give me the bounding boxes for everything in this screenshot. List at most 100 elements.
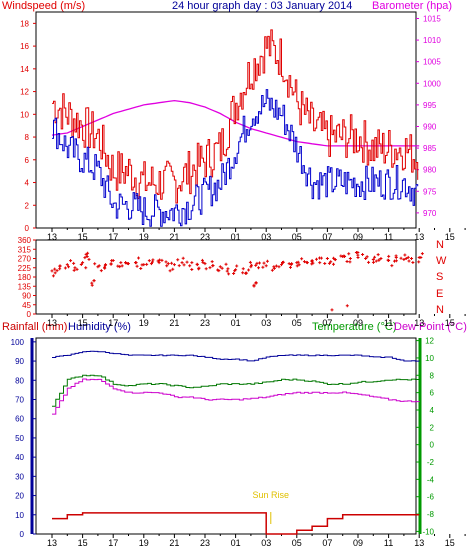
direction-point xyxy=(133,261,137,265)
direction-point xyxy=(75,267,79,271)
direction-point xyxy=(407,259,411,263)
direction-panel xyxy=(35,239,417,315)
direction-point xyxy=(177,264,181,268)
direction-point xyxy=(314,257,318,261)
direction-point xyxy=(119,261,123,265)
direction-point xyxy=(204,267,208,271)
temperature-y-axis-tick-label: 2 xyxy=(430,423,435,432)
humidity-y-axis-tick-label: 90 xyxy=(15,357,24,366)
direction-point xyxy=(99,269,103,273)
direction-point xyxy=(235,264,239,268)
direction-point xyxy=(203,262,207,266)
direction-point xyxy=(165,264,169,268)
humidity-y-axis-tick-label: 30 xyxy=(15,472,24,481)
direction-point xyxy=(364,257,368,260)
direction-point xyxy=(176,258,180,262)
humidity-y-axis-tick-label: 80 xyxy=(15,376,24,385)
direction-point xyxy=(345,304,349,308)
climate-x-axis-tick-label: 13 xyxy=(414,538,424,548)
direction-point xyxy=(310,259,314,263)
direction-x-axis-tick-label: 07 xyxy=(322,318,332,328)
direction-point xyxy=(73,266,77,270)
wind-y-axis-tick-label: 16 xyxy=(20,42,29,51)
barometer-y-axis-tick-label: 975 xyxy=(423,187,437,196)
direction-x-axis-tick-label: 21 xyxy=(169,318,179,328)
direction-y-axis-tick-label: 180 xyxy=(18,273,32,282)
wind-y-axis-tick-label: 4 xyxy=(25,179,30,188)
direction-point xyxy=(86,251,90,255)
wind-x-axis-tick-label: 07 xyxy=(322,232,332,242)
direction-point xyxy=(139,267,143,271)
direction-point xyxy=(411,260,415,264)
direction-point xyxy=(417,260,421,264)
direction-point xyxy=(185,260,189,264)
direction-point xyxy=(147,259,151,263)
direction-point xyxy=(255,261,259,265)
direction-x-axis-tick-label: 15 xyxy=(78,318,88,328)
direction-point xyxy=(367,260,371,264)
humidity-y-axis-tick-label: 100 xyxy=(11,338,25,347)
direction-point xyxy=(84,266,88,270)
direction-point xyxy=(399,256,403,260)
barometer-y-axis-tick-label: 990 xyxy=(423,122,437,131)
temperature-label: Temperature (°C) xyxy=(312,321,396,333)
direction-y-axis-tick-label: 225 xyxy=(18,264,32,273)
wind-x-axis-tick-label: 03 xyxy=(261,232,271,242)
climate-x-axis-tick-label: 23 xyxy=(200,538,210,548)
direction-y-axis-tick-label: 45 xyxy=(22,301,31,310)
barometer-y-axis-tick-label: 1000 xyxy=(423,79,441,88)
direction-point xyxy=(135,264,139,268)
direction-x-axis-tick-label: 13 xyxy=(414,318,424,328)
direction-point xyxy=(85,254,89,258)
direction-point xyxy=(190,261,194,265)
direction-x-axis-tick-label: 11 xyxy=(384,318,393,328)
wind-y-axis-tick-label: 18 xyxy=(20,19,29,28)
humidity-y-axis-tick-label: 20 xyxy=(15,492,24,501)
direction-point xyxy=(224,262,228,266)
direction-point xyxy=(270,268,274,272)
direction-point xyxy=(69,259,73,263)
direction-point xyxy=(79,263,83,267)
wind-x-axis-tick-label: 11 xyxy=(384,232,393,242)
direction-point xyxy=(72,268,76,272)
direction-point xyxy=(288,265,292,269)
direction-point xyxy=(181,256,185,260)
direction-point xyxy=(232,271,236,275)
dewpoint-label: Dew Point (°C) xyxy=(394,321,467,333)
humidity-y-axis-tick-label: 50 xyxy=(15,434,24,443)
direction-point xyxy=(151,258,155,262)
direction-point xyxy=(296,260,300,264)
direction-point xyxy=(365,255,369,259)
direction-point xyxy=(150,260,154,264)
direction-point xyxy=(329,260,333,264)
graph-title: 24 hour graph day : 03 January 2014 xyxy=(172,0,352,12)
wind-y-axis-tick-label: 8 xyxy=(25,133,30,142)
wind-x-axis-tick-label: 19 xyxy=(139,232,149,242)
direction-x-axis-tick-label: 09 xyxy=(353,318,363,328)
direction-point xyxy=(264,264,268,268)
wind-y-axis-tick-label: 14 xyxy=(20,65,29,74)
direction-point xyxy=(347,252,351,256)
direction-point xyxy=(333,258,337,262)
direction-point xyxy=(339,254,343,258)
direction-point xyxy=(216,268,220,272)
direction-point xyxy=(210,260,214,264)
direction-point xyxy=(227,272,231,276)
direction-x-axis-tick-label: 19 xyxy=(139,318,149,328)
barometer-label: Barometer (hpa) xyxy=(372,0,452,12)
climate-x-axis-tick-label: 03 xyxy=(261,538,271,548)
direction-point xyxy=(376,253,380,257)
direction-point xyxy=(318,261,322,265)
direction-point xyxy=(258,261,262,265)
direction-x-axis-tick-label: 13 xyxy=(47,318,57,328)
barometer-y-axis-tick-label: 970 xyxy=(423,209,437,218)
dir-label-n-bottom: N xyxy=(436,304,444,316)
humidity-line xyxy=(52,350,420,362)
direction-point xyxy=(168,269,172,273)
direction-point xyxy=(327,261,331,265)
direction-point xyxy=(103,263,107,267)
direction-point xyxy=(254,281,258,285)
direction-point xyxy=(373,255,377,259)
direction-point xyxy=(262,261,266,265)
climate-x-axis-tick-label: 05 xyxy=(292,538,302,548)
